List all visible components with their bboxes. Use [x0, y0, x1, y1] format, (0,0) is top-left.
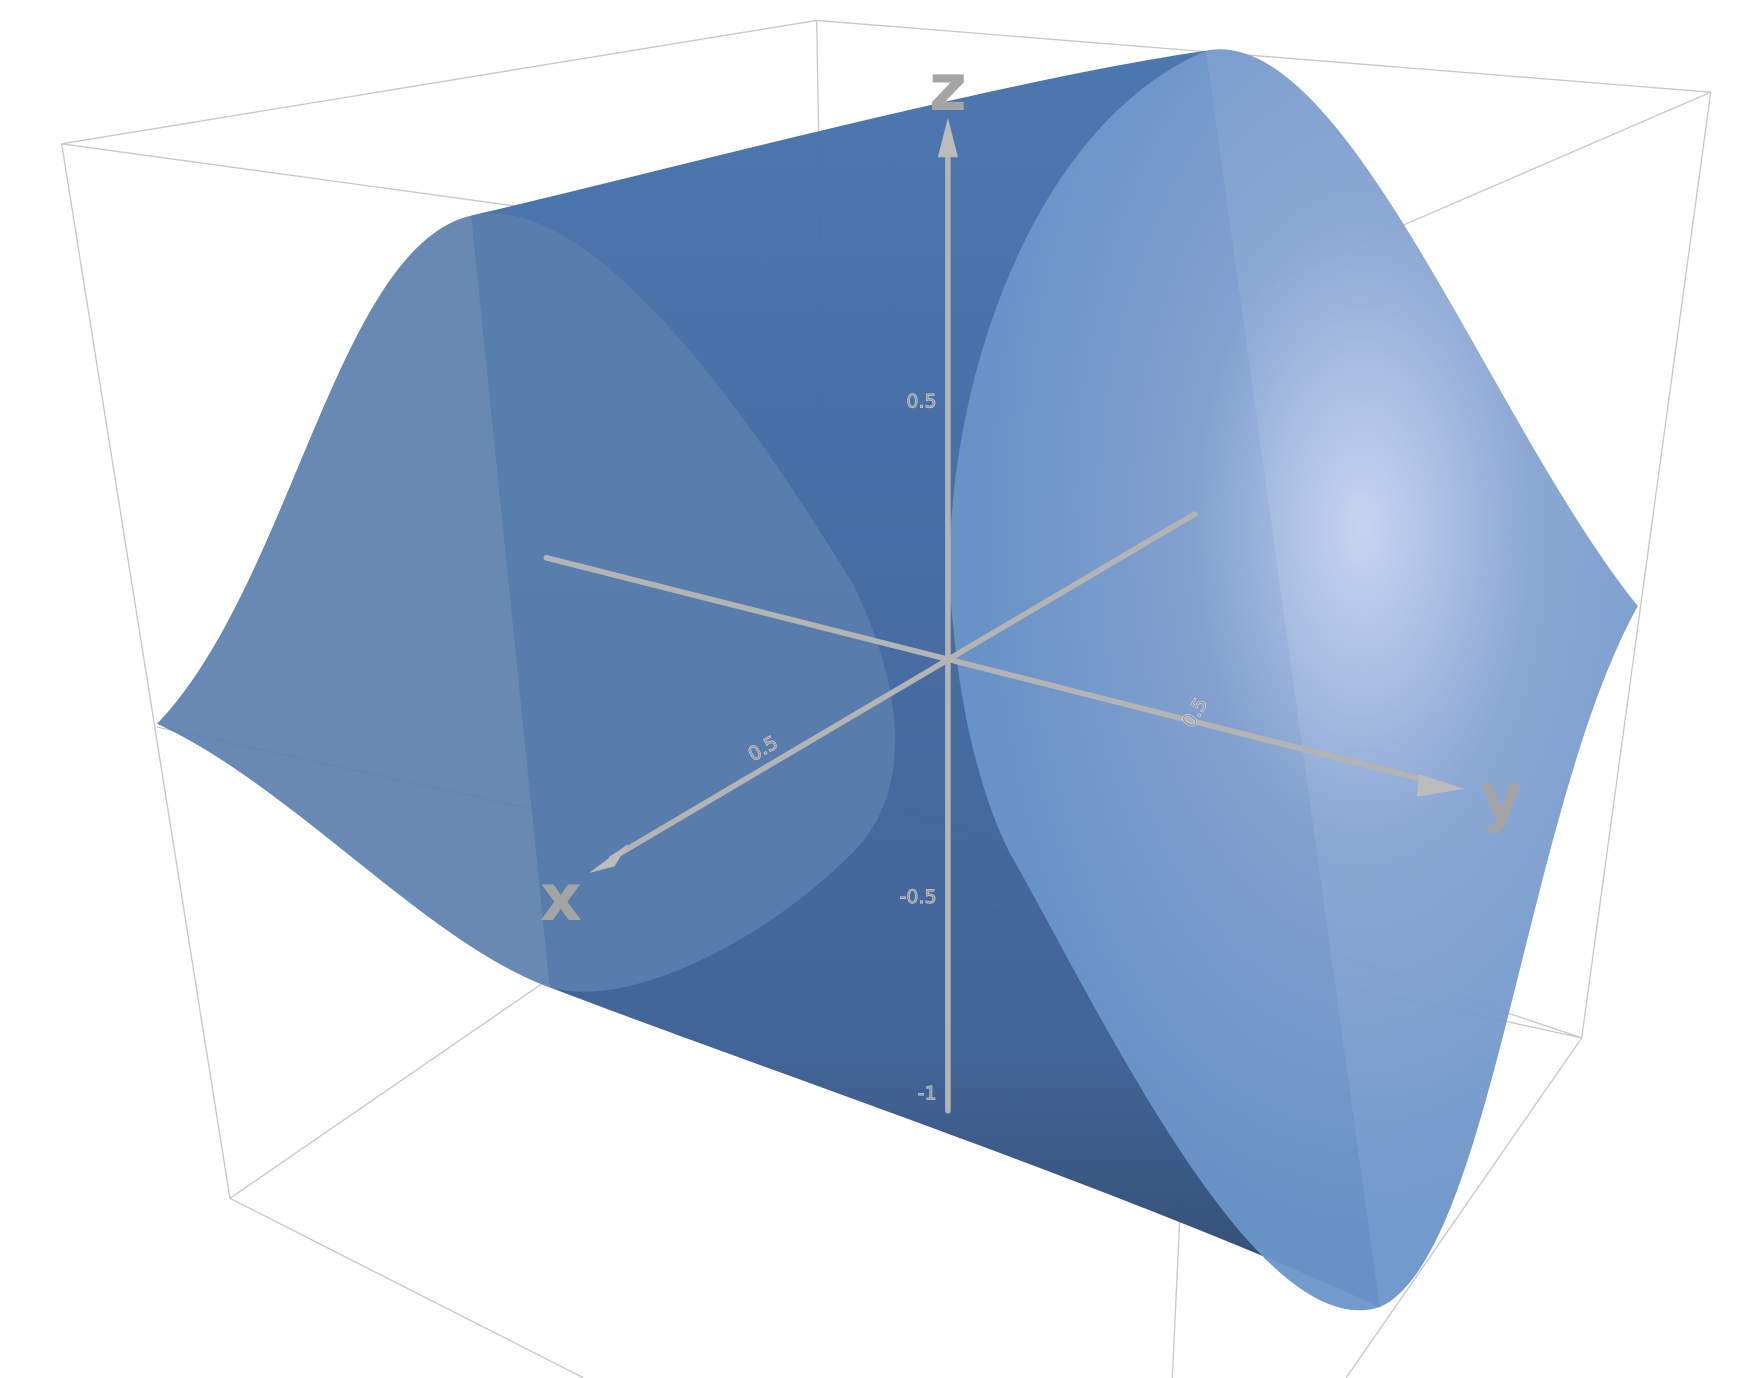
z-tick-label: 0.5: [906, 390, 936, 412]
z-tick-label: -1: [918, 1083, 937, 1105]
box-edge: [61, 143, 231, 1199]
x-axis-label: x: [540, 861, 582, 936]
z-axis-label: z: [929, 51, 967, 126]
surface: [157, 49, 1638, 1311]
box-bottom: [1345, 1037, 1583, 1378]
box-bottom: [229, 1197, 584, 1378]
axes: [543, 118, 1464, 1114]
surface-right-lobe: [949, 49, 1638, 1311]
y-axis: [543, 554, 1450, 789]
box-edge: [1581, 92, 1712, 1038]
z-arrow: [937, 118, 959, 158]
x-axis: [608, 511, 1198, 862]
y-axis-label: y: [1480, 760, 1522, 835]
y-arrow: [1416, 774, 1464, 797]
z-tick-label: -0.5: [899, 886, 936, 908]
